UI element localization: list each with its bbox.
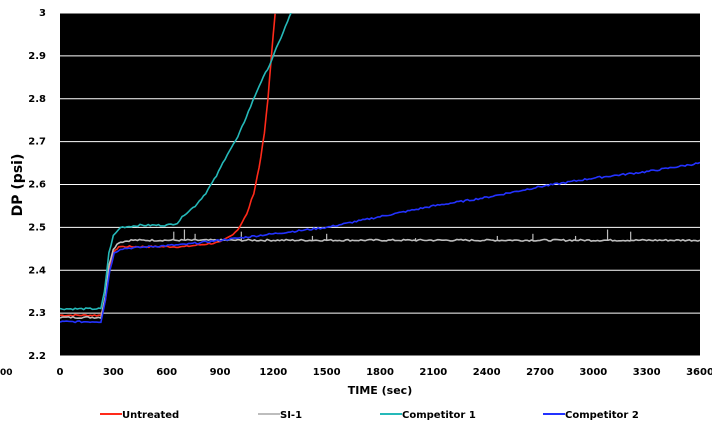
x-tick-label: 1200 — [259, 367, 287, 378]
y-tick-label: 2.6 — [28, 180, 46, 191]
series-line-untreated — [60, 13, 276, 317]
y-tick-label: 2.3 — [28, 308, 46, 319]
y-tick-label: 3 — [39, 8, 46, 19]
y-tick-label: 2.4 — [28, 265, 46, 276]
y-tick-label: 2.2 — [28, 351, 46, 362]
x-tick-label: 0 — [57, 367, 64, 378]
legend-label: Untreated — [122, 410, 179, 421]
gridlines — [60, 12, 700, 357]
x-tick-label: 3000 — [579, 367, 607, 378]
clipped-tick-label: 00 — [0, 368, 13, 378]
x-tick-label: 3300 — [633, 367, 661, 378]
y-axis-title: DP (psi) — [10, 154, 26, 217]
x-tick-label: 1500 — [313, 367, 341, 378]
y-tick-label: 2.9 — [28, 51, 46, 62]
data-series — [60, 13, 700, 324]
x-tick-label: 2700 — [526, 367, 554, 378]
y-axis-ticks: 2.2 2.3 2.4 2.5 2.6 2.7 2.8 2.9 3 — [28, 8, 46, 362]
legend-label: Competitor 1 — [402, 410, 476, 421]
y-tick-label: 2.7 — [28, 137, 46, 148]
series-line-competitor-1 — [60, 13, 292, 311]
x-tick-label: 2100 — [419, 367, 447, 378]
x-tick-label: 1800 — [366, 367, 394, 378]
series-line-competitor-2 — [60, 161, 700, 324]
x-tick-label: 600 — [156, 367, 177, 378]
x-axis-title: TIME (sec) — [348, 384, 412, 397]
x-tick-label: 300 — [103, 367, 124, 378]
x-tick-label: 900 — [210, 367, 231, 378]
legend-label: Competitor 2 — [565, 410, 639, 421]
legend: Untreated SI-1 Competitor 1 Competitor 2 — [100, 410, 639, 421]
x-tick-label: 3600 — [686, 367, 712, 378]
x-tick-label: 2400 — [473, 367, 501, 378]
y-tick-label: 2.5 — [28, 222, 46, 233]
series-line-si-1 — [60, 238, 700, 320]
x-axis-ticks: 0 300 600 900 1200 1500 1800 2100 2400 2700 3000 33… — [57, 367, 712, 378]
legend-label: SI-1 — [280, 410, 302, 421]
y-tick-label: 2.8 — [28, 94, 46, 105]
